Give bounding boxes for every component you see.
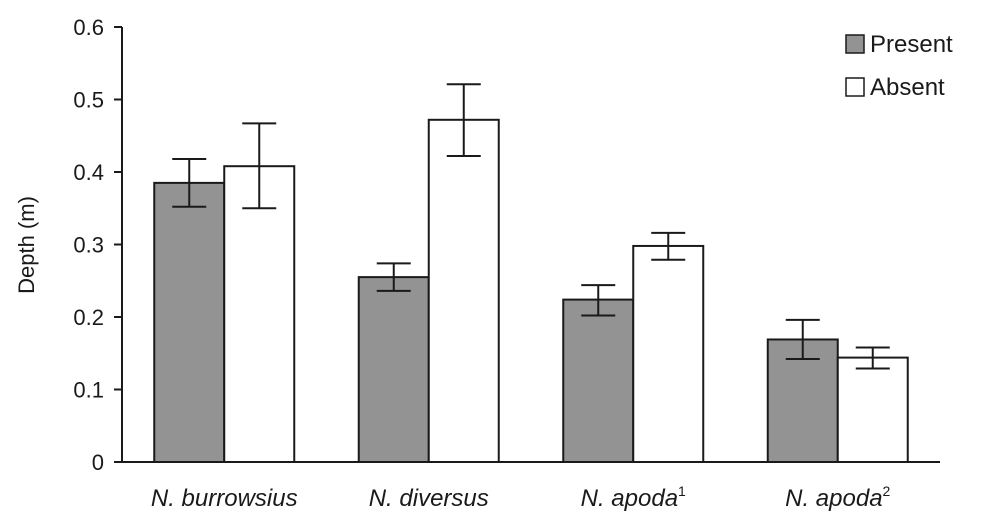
y-tick-label: 0 bbox=[92, 450, 104, 475]
y-tick-label: 0.4 bbox=[73, 160, 104, 185]
x-tick-label-superscript: 1 bbox=[678, 483, 686, 499]
bar bbox=[427, 118, 500, 464]
legend-label: Present bbox=[870, 31, 953, 58]
y-tick-label: 0.3 bbox=[73, 233, 104, 258]
legend: Present Absent bbox=[845, 31, 953, 101]
y-tick-label: 0.1 bbox=[73, 378, 104, 403]
y-tick-label: 0.6 bbox=[73, 15, 104, 40]
x-axis-labels: N. burrowsius N. diversus N. apoda1 N. apod… bbox=[151, 483, 891, 512]
x-tick-label: N. apoda1 bbox=[581, 483, 686, 512]
x-tick-label: N. burrowsius bbox=[151, 485, 298, 512]
bar bbox=[357, 276, 430, 463]
legend-swatch bbox=[845, 77, 865, 97]
x-tick-label-name: N. diversus bbox=[369, 485, 489, 512]
x-tick-label: N. apoda2 bbox=[785, 483, 890, 512]
error-bars bbox=[172, 83, 890, 370]
y-tick-label: 0.2 bbox=[73, 305, 104, 330]
y-axis-label: Depth (m) bbox=[14, 196, 39, 294]
y-tick-label: 0.5 bbox=[73, 88, 104, 113]
bars bbox=[153, 118, 909, 464]
legend-swatch bbox=[845, 34, 865, 54]
bar bbox=[836, 356, 909, 464]
bar bbox=[223, 165, 296, 463]
bar bbox=[632, 244, 705, 463]
x-tick-label: N. diversus bbox=[369, 485, 489, 512]
x-tick-label-name: N. apoda bbox=[785, 485, 882, 512]
x-tick-label-name: N. apoda bbox=[581, 485, 678, 512]
bar bbox=[562, 298, 635, 463]
y-axis-ticks: 0 0.1 0.2 0.3 0.4 0.5 0.6 bbox=[73, 15, 122, 475]
bar bbox=[153, 181, 226, 463]
x-tick-label-superscript: 2 bbox=[883, 483, 891, 499]
legend-label: Absent bbox=[870, 74, 945, 101]
x-tick-label-name: N. burrowsius bbox=[151, 485, 298, 512]
